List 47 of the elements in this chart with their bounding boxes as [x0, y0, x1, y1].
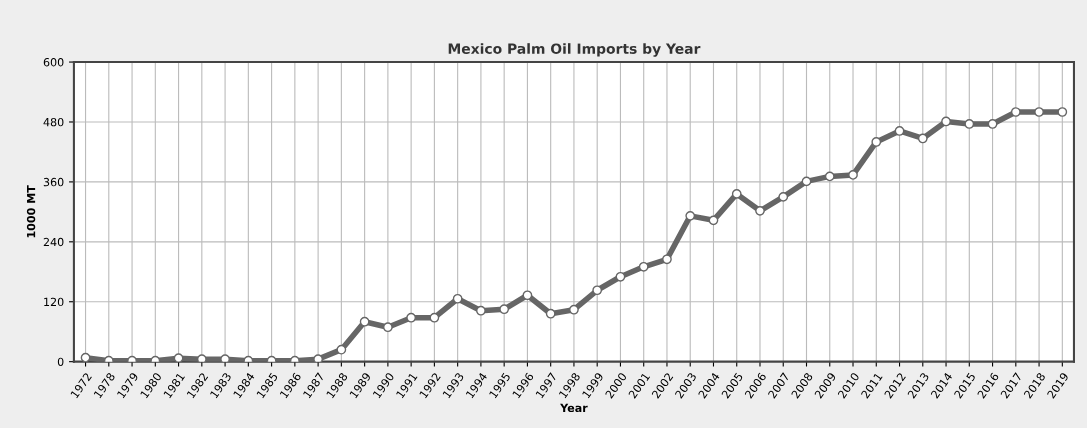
point — [662, 254, 672, 265]
y-tick-label: 480 — [43, 117, 64, 127]
point — [592, 285, 603, 296]
chart-title: Mexico Palm Oil Imports by Year — [448, 43, 701, 57]
point — [685, 210, 696, 221]
point — [615, 271, 626, 282]
point — [801, 176, 812, 187]
y-tick-label: 0 — [57, 357, 64, 367]
point — [638, 261, 649, 272]
point — [196, 354, 207, 362]
y-tick-label: 360 — [43, 177, 64, 187]
point — [127, 355, 137, 362]
y-tick-label: 120 — [44, 297, 64, 307]
point — [336, 344, 347, 355]
point — [848, 170, 858, 180]
point — [173, 353, 184, 362]
point — [452, 293, 463, 304]
point — [778, 192, 789, 202]
point — [406, 312, 417, 323]
point — [476, 305, 486, 316]
point — [708, 215, 719, 226]
point — [755, 205, 765, 216]
point — [941, 116, 951, 127]
point — [499, 304, 510, 315]
point — [545, 308, 556, 319]
point — [359, 316, 370, 327]
point — [383, 322, 393, 333]
point — [894, 126, 905, 136]
point — [824, 171, 835, 182]
point — [429, 312, 440, 323]
point — [220, 354, 230, 362]
point — [871, 137, 882, 147]
point — [1010, 107, 1021, 117]
y-tick-label: 240 — [43, 237, 64, 247]
point — [731, 189, 742, 199]
point — [917, 133, 928, 144]
point — [1034, 107, 1044, 117]
point — [1057, 107, 1068, 117]
point — [522, 290, 533, 301]
point — [569, 304, 579, 315]
point — [964, 119, 975, 129]
y-tick-label: 600 — [43, 58, 64, 67]
x-axis-title: Year — [560, 403, 588, 413]
point — [987, 119, 998, 129]
y-axis-title: 1000 MT — [26, 185, 36, 238]
point — [313, 354, 323, 362]
point — [80, 352, 91, 362]
